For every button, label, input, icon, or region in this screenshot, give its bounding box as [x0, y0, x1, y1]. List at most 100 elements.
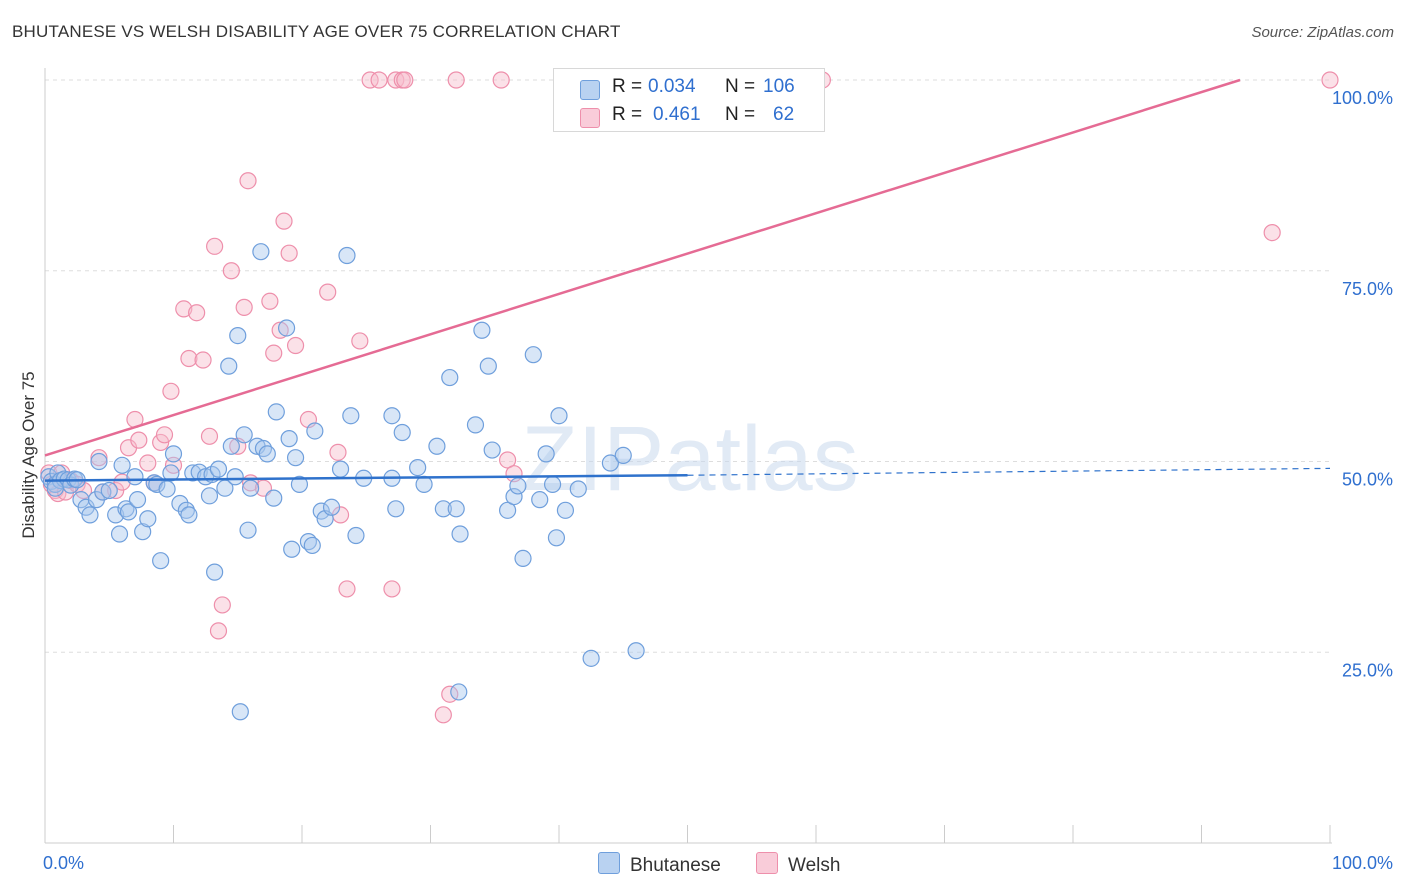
legend-n-value: 62 — [773, 104, 795, 125]
scatter-point — [90, 452, 108, 471]
welsh-points — [40, 71, 1339, 724]
y-tick-label: 100.0% — [1332, 88, 1393, 108]
scatter-point — [158, 480, 176, 498]
scatter-point — [569, 480, 587, 498]
scatter-point — [331, 460, 350, 478]
scatter-point — [206, 237, 224, 255]
scatter-point — [126, 468, 144, 486]
scatter-point — [180, 506, 198, 524]
legend-row-welsh: R = 0.461 N = 62 — [554, 101, 824, 131]
x-tick-label: 0.0% — [43, 853, 84, 873]
scatter-point — [239, 172, 257, 190]
scatter-point — [130, 431, 148, 449]
scatter-point — [254, 479, 273, 497]
scatter-point — [338, 580, 356, 598]
bottom-legend-label: Bhutanese — [630, 855, 721, 876]
chart-title: BHUTANESE VS WELSH DISABILITY AGE OVER 7… — [12, 22, 621, 41]
scatter-point — [267, 403, 285, 421]
scatter-point — [415, 475, 433, 493]
scatter-point — [306, 422, 324, 440]
scatter-point — [434, 500, 452, 518]
scatter-point — [514, 549, 532, 568]
scatter-point — [175, 300, 193, 318]
scatter-point — [409, 459, 427, 477]
scatter-point — [261, 292, 279, 310]
scatter-point — [290, 475, 309, 493]
welsh-trend-line — [44, 78, 1241, 457]
bottom-legend-label: Welsh — [788, 855, 841, 876]
scatter-point — [451, 525, 469, 543]
scatter-point — [139, 454, 157, 472]
scatter-point — [155, 426, 174, 444]
scatter-point — [280, 430, 298, 448]
scatter-point — [1321, 71, 1339, 89]
scatter-point — [113, 473, 131, 491]
scatter-point — [134, 523, 152, 541]
scatter-point — [94, 483, 112, 501]
scatter-point — [162, 464, 180, 482]
scatter-point — [258, 445, 276, 463]
scatter-point — [81, 506, 99, 524]
tick-labels: 25.0% 50.0% 75.0% 100.0% 0.0% 100.0% — [43, 88, 1393, 873]
grid-lines — [45, 79, 1330, 653]
source-label: Source: ZipAtlas.com — [1251, 24, 1394, 41]
scatter-point — [329, 443, 347, 461]
scatter-point — [342, 407, 360, 425]
scatter-point — [209, 622, 228, 640]
scatter-point — [393, 423, 411, 442]
scatter-point — [543, 475, 562, 493]
scatter-point — [483, 441, 501, 459]
legend-swatch-blue — [580, 80, 600, 100]
scatter-point — [177, 501, 195, 519]
trend-lines — [44, 78, 1331, 482]
y-tick-label: 25.0% — [1342, 660, 1393, 680]
scatter-point — [556, 501, 575, 519]
scatter-point — [387, 500, 405, 518]
scatter-point — [139, 510, 157, 528]
legend-n-label: N = — [725, 104, 756, 125]
scatter-point — [280, 244, 298, 262]
scatter-point — [351, 332, 369, 350]
y-tick-label: 50.0% — [1342, 470, 1393, 490]
scatter-point — [479, 357, 497, 375]
scatter-point — [322, 498, 341, 516]
scatter-point — [537, 445, 555, 463]
scatter-point — [509, 477, 527, 495]
scatter-point — [614, 446, 632, 464]
scatter-point — [370, 71, 388, 89]
scatter-point — [128, 491, 147, 509]
legend-r-label: R = — [612, 76, 643, 97]
legend-n-value: 106 — [763, 76, 795, 97]
scatter-point — [319, 283, 337, 301]
x-tick-label: 100.0% — [1332, 853, 1393, 873]
scatter-point — [117, 500, 135, 518]
bhutanese-trend-line — [44, 473, 688, 482]
scatter-point — [235, 426, 253, 444]
scatter-point — [200, 487, 219, 505]
scatter-point — [188, 304, 206, 322]
scatter-point — [107, 506, 125, 524]
scatter-point — [206, 563, 224, 581]
bottom-swatch-pink — [756, 852, 778, 874]
scatter-point — [229, 327, 247, 345]
scatter-point — [119, 503, 138, 521]
bhutanese-points — [40, 243, 645, 721]
legend-n-label: N = — [725, 76, 756, 97]
scatter-point — [347, 526, 365, 545]
scatter-point — [499, 451, 517, 469]
scatter-point — [239, 521, 257, 539]
scatter-point — [441, 368, 459, 387]
scatter-point — [180, 349, 198, 368]
legend-box: R = 0.034 N = 106 R = 0.461 N = 62 — [553, 68, 825, 132]
scatter-point — [450, 683, 468, 701]
scatter-point — [447, 500, 465, 518]
scatter-point — [434, 706, 452, 724]
scatter-point — [383, 407, 401, 425]
scatter-point — [627, 642, 645, 660]
bottom-swatch-blue — [598, 852, 620, 874]
scatter-point — [113, 456, 131, 474]
scatter-point — [220, 357, 238, 375]
scatter-point — [152, 552, 170, 570]
scatter-point — [100, 481, 118, 500]
